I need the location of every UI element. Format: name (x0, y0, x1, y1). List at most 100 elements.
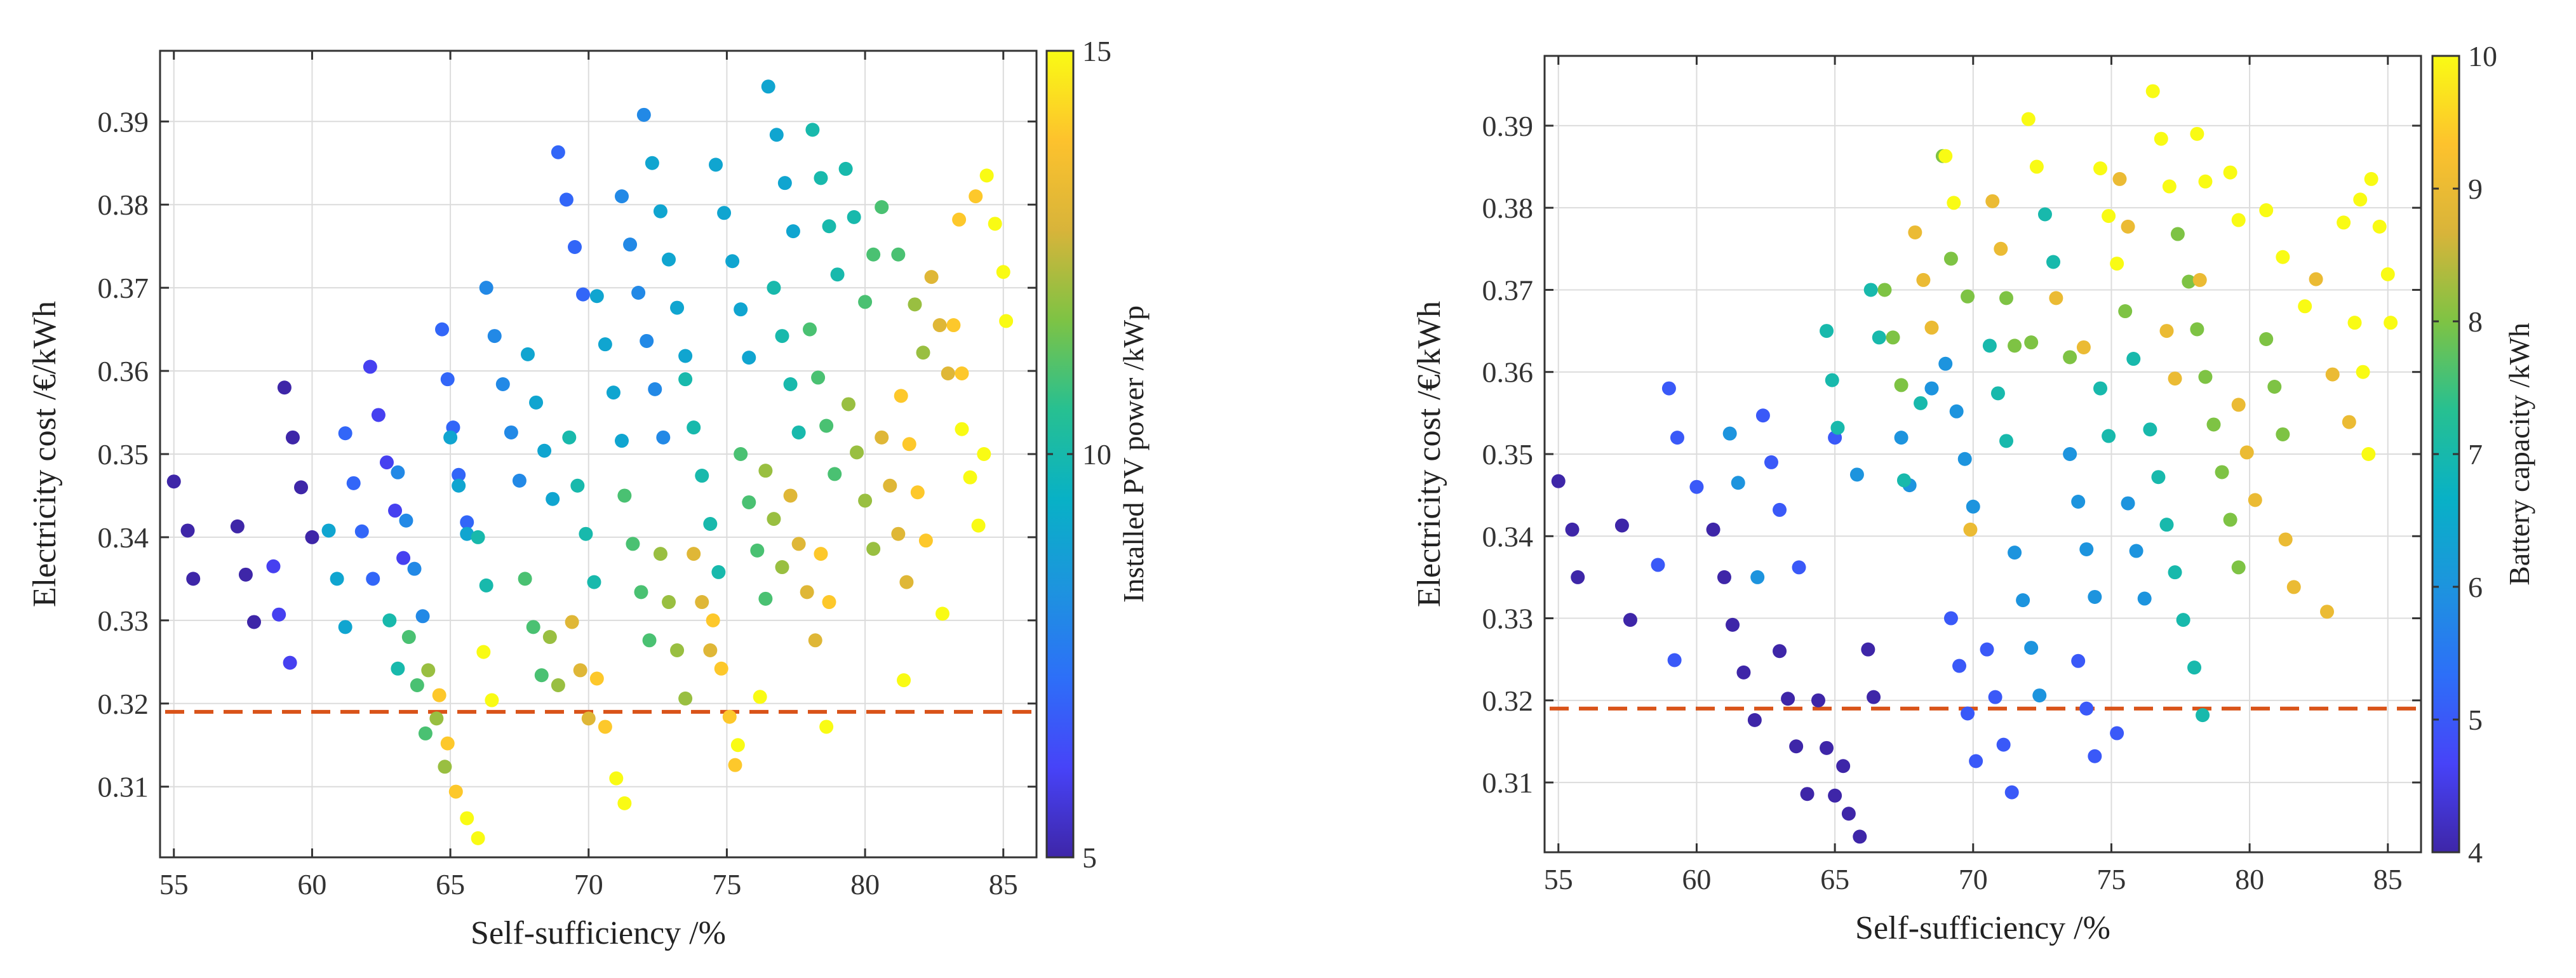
scatter-point (636, 107, 651, 122)
scatter-point (2190, 322, 2204, 337)
scatter-point (977, 447, 991, 461)
scatter-point (687, 547, 701, 561)
colorbar-tick-label: 5 (1082, 841, 1097, 874)
scatter-point (2162, 179, 2177, 194)
scatter-point (1924, 381, 1939, 396)
scatter-point (2021, 112, 2036, 126)
scatter-point (1867, 690, 1881, 704)
scatter-point (2008, 546, 2022, 560)
scatter-point (1872, 330, 1886, 345)
scatter-point (1969, 754, 1983, 768)
scatter-point (2032, 688, 2047, 703)
scatter-point (791, 537, 806, 551)
scatter-point (783, 377, 798, 392)
scatter-point (346, 476, 361, 490)
scatter-point (448, 784, 463, 799)
scatter-point (443, 430, 458, 445)
scatter-point (2176, 613, 2190, 627)
scatter-point (819, 419, 834, 433)
scatter-point (180, 523, 195, 538)
scatter-point (2353, 192, 2368, 207)
scatter-point (703, 516, 718, 531)
scatter-point (2063, 447, 2077, 461)
colorbar-tick-label: 7 (2468, 438, 2483, 471)
scatter-point (415, 609, 430, 624)
scatter-point (2118, 304, 2133, 319)
scatter-point (1994, 241, 2008, 256)
y-axis-label: Electricity cost /€/kWh (1411, 301, 1447, 607)
scatter-point (916, 345, 930, 360)
series-7 (1820, 207, 2210, 723)
scatter-point (1849, 467, 1864, 482)
scatter-point (476, 645, 491, 659)
series-8 (1877, 149, 2290, 575)
scatter-point (562, 430, 577, 445)
scatter-point (1747, 713, 1762, 727)
scatter-point (354, 524, 369, 539)
series-4 (1551, 474, 1881, 844)
scatter-point (758, 464, 773, 478)
scatter-point (2337, 215, 2351, 230)
x-tick-label: 55 (1544, 863, 1573, 895)
scatter-point (495, 377, 510, 392)
scatter-point (656, 430, 671, 445)
scatter-point (606, 385, 621, 400)
scatter-point (662, 252, 676, 267)
scatter-point (946, 318, 961, 333)
scatter-point (2076, 340, 2091, 354)
scatter-point (1999, 434, 2014, 448)
scatter-point (750, 543, 765, 558)
x-tick-label: 55 (159, 868, 189, 901)
scatter-point (678, 349, 693, 363)
scatter-point (2278, 532, 2293, 547)
scatter-point (695, 595, 709, 610)
scatter-point (717, 206, 732, 220)
scatter-point (2248, 493, 2262, 507)
scatter-point (1706, 522, 1721, 537)
x-tick-label: 60 (1682, 863, 1711, 895)
scatter-point (1800, 787, 1815, 801)
scatter-point (277, 380, 292, 395)
scatter-point (805, 123, 820, 137)
scatter-point (1717, 570, 1731, 584)
scatter-point (2309, 272, 2323, 286)
scatter-point (2223, 512, 2237, 527)
colorbar-tick-label: 10 (2468, 40, 2497, 72)
scatter-point (272, 607, 286, 622)
scatter-point (722, 709, 737, 724)
scatter-point (410, 678, 424, 692)
scatter-point (1731, 476, 1745, 490)
scatter-point (2071, 494, 2086, 509)
y-tick-label: 0.37 (98, 272, 149, 304)
scatter-point (971, 518, 986, 533)
scatter-point (1726, 617, 1740, 632)
scatter-point (460, 811, 474, 826)
scatter-point (2110, 726, 2124, 740)
scatter-point (2129, 544, 2143, 558)
scatter-point (670, 300, 685, 315)
y-tick-label: 0.31 (98, 771, 149, 803)
scatter-point (1820, 324, 1834, 338)
scatter-point (1828, 788, 1842, 803)
scatter-point (615, 189, 629, 204)
scatter-point (460, 526, 474, 541)
scatter-point (2159, 518, 2174, 532)
colorbar-label: Battery capacity /kWh (2503, 323, 2535, 586)
scatter-point (1781, 692, 1795, 706)
scatter-point (2093, 381, 2108, 396)
scatter-point (526, 620, 540, 634)
scatter-point (1614, 518, 1629, 533)
scatter-point (1830, 420, 1845, 435)
scatter-point (819, 720, 834, 734)
scatter-point (266, 559, 281, 573)
scatter-point (850, 445, 864, 460)
colorbar-tick-label: 10 (1082, 438, 1111, 471)
y-tick-label: 0.31 (1482, 767, 1534, 799)
scatter-point (2192, 272, 2207, 287)
scatter-point (2231, 560, 2246, 575)
scatter-point (2063, 350, 2077, 365)
scatter-point (1938, 149, 1953, 163)
scatter-point (2223, 165, 2237, 180)
scatter-point (706, 613, 720, 627)
scatter-point (822, 219, 836, 234)
